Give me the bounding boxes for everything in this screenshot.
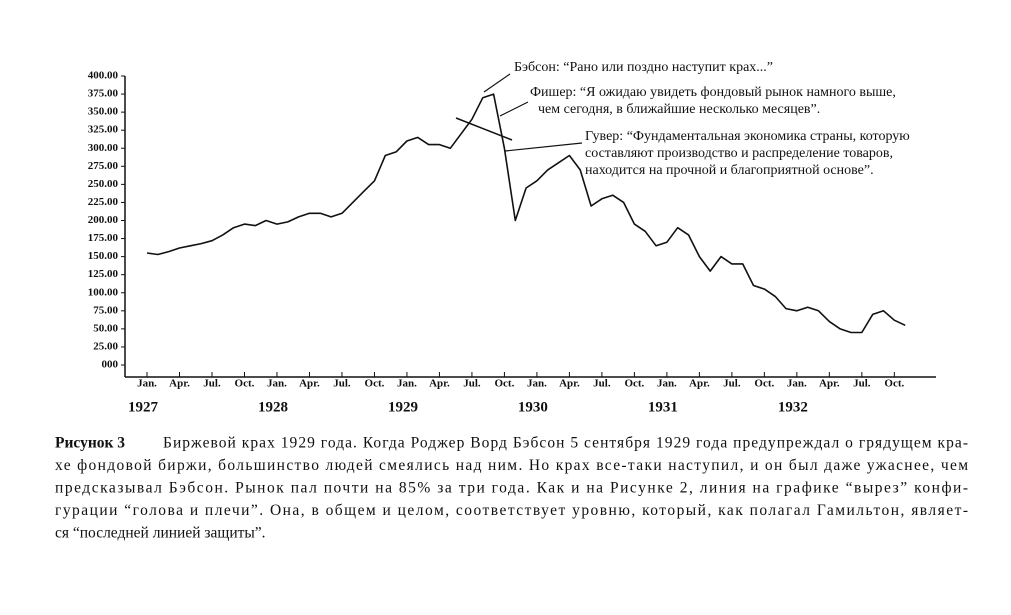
x-tick-label: Jan. (397, 378, 417, 390)
x-tick-label: Jul. (203, 378, 221, 390)
x-tick-label: Jul. (333, 378, 351, 390)
annotation-arrow (499, 101, 529, 117)
x-tick-label: Apr. (169, 378, 190, 390)
y-tick-label: 400.00 (88, 70, 119, 82)
x-tick-label: Apr. (689, 378, 710, 390)
y-tick-label: 325.00 (88, 124, 119, 136)
y-tick-label: 000 (102, 359, 119, 371)
x-tick-label: Apr. (559, 378, 580, 390)
x-tick-label: Jan. (787, 378, 807, 390)
x-tick-label: Jul. (463, 378, 481, 390)
caption: Рисунок 3 (55, 435, 125, 452)
caption-line: хе фондовой биржи, большинство людей сме… (55, 457, 968, 474)
year-label: 1932 (778, 399, 808, 415)
x-tick-label: Jan. (657, 378, 677, 390)
year-label: 1931 (648, 399, 678, 415)
year-label: 1927 (128, 399, 159, 415)
y-tick-label: 50.00 (93, 322, 118, 334)
x-tick-label: Oct. (365, 378, 385, 390)
year-label: 1929 (388, 399, 418, 415)
y-tick-label: 375.00 (88, 88, 119, 100)
x-tick-label: Jul. (723, 378, 741, 390)
x-tick-label: Oct. (754, 378, 774, 390)
x-tick-label: Oct. (884, 378, 904, 390)
y-tick-label: 225.00 (88, 196, 119, 208)
y-tick-label: 350.00 (88, 106, 119, 118)
price-line (146, 93, 906, 334)
y-tick-label: 150.00 (88, 250, 119, 262)
y-tick-label: 200.00 (88, 214, 119, 226)
year-label: 1928 (258, 399, 288, 415)
x-tick-label: Oct. (494, 378, 514, 390)
annotation: Гувер: “Фундаментальная экономика страны… (585, 129, 910, 144)
y-tick-label: 125.00 (88, 268, 119, 280)
x-tick-label: Oct. (624, 378, 644, 390)
annotation-arrow (483, 73, 511, 93)
x-tick-label: Apr. (299, 378, 320, 390)
x-tick-label: Jul. (853, 378, 871, 390)
annotation-arrow (504, 142, 583, 152)
y-tick-label: 300.00 (88, 142, 119, 154)
annotation: чем сегодня, в ближайшие несколько месяц… (538, 102, 820, 117)
y-tick-label: 100.00 (88, 286, 119, 298)
annotation: Бэбсон: “Рано или поздно наступит крах..… (514, 60, 773, 75)
y-tick-label: 275.00 (88, 160, 119, 172)
caption-line: Биржевой крах 1929 года. Когда Роджер Во… (163, 435, 968, 452)
y-tick-label: 25.00 (93, 340, 118, 352)
annotation: Фишер: “Я ожидаю увидеть фондовый рынок … (530, 85, 896, 100)
y-tick-label: 75.00 (93, 304, 118, 316)
caption-line: гурации “голова и плечи”. Она, в общем и… (55, 502, 968, 519)
y-tick-label: 250.00 (88, 178, 119, 190)
x-tick-label: Oct. (235, 378, 255, 390)
x-tick-label: Jul. (593, 378, 611, 390)
annotation: составляют производство и распределение … (585, 146, 893, 161)
caption-label: Рисунок 3 (55, 435, 125, 452)
caption-line: предсказывал Бэбсон. Рынок пал почти на … (55, 480, 968, 497)
caption-line: ся “последней линией защиты”. (55, 525, 266, 542)
x-tick-label: Jan. (137, 378, 157, 390)
y-tick-label: 175.00 (88, 232, 119, 244)
annotation: находится на прочной и благоприятной осн… (585, 163, 874, 178)
x-tick-label: Apr. (819, 378, 840, 390)
x-tick-label: Jan. (527, 378, 547, 390)
year-label: 1930 (518, 399, 548, 415)
x-tick-label: Jan. (267, 378, 287, 390)
x-tick-label: Apr. (429, 378, 450, 390)
